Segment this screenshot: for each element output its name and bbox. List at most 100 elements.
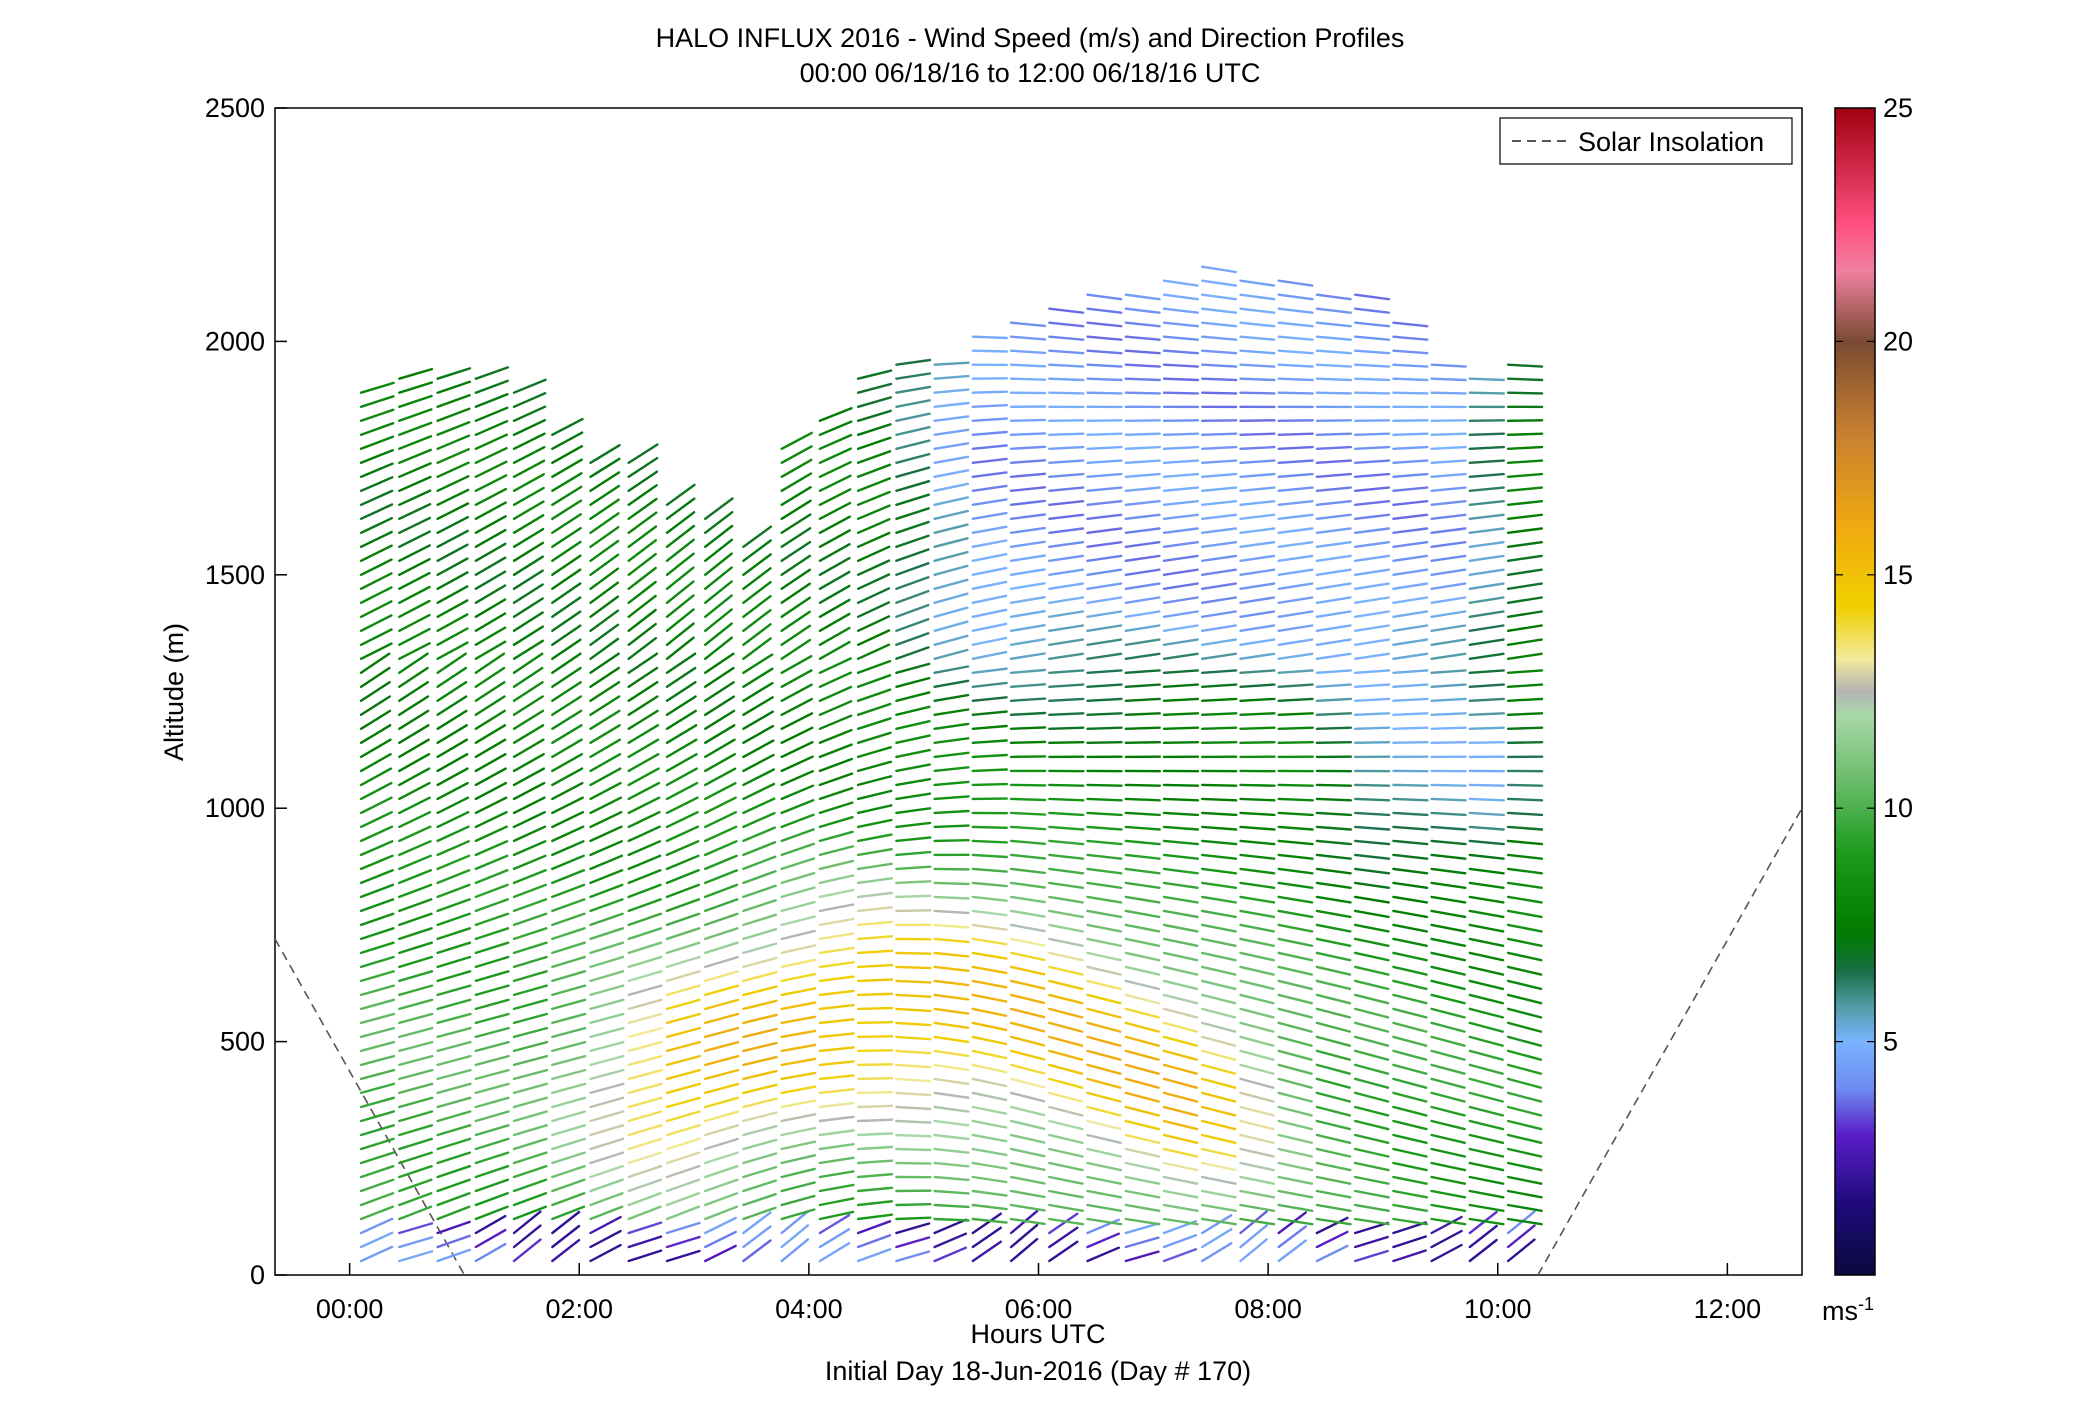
wind-vector xyxy=(436,955,472,969)
wind-vector xyxy=(436,681,468,702)
wind-vector xyxy=(1239,1238,1268,1263)
wind-vector xyxy=(512,432,546,450)
wind-vector xyxy=(895,662,931,674)
wind-vector xyxy=(1277,1211,1308,1235)
wind-vector xyxy=(359,767,393,787)
wind-vector xyxy=(1048,500,1085,506)
wind-vector xyxy=(436,1234,471,1249)
wind-vector xyxy=(627,566,657,590)
wind-vector xyxy=(1392,881,1429,889)
wind-vector xyxy=(1200,669,1238,674)
wind-vector xyxy=(1506,391,1544,395)
wind-vector xyxy=(359,586,393,604)
wind-vector xyxy=(1392,712,1429,716)
wind-vector xyxy=(436,811,470,829)
wind-vector xyxy=(512,514,545,534)
wind-vector xyxy=(1086,293,1123,301)
wind-vector xyxy=(1239,979,1275,991)
wind-vector xyxy=(1162,683,1200,688)
wind-vector xyxy=(1315,307,1352,314)
wind-vector xyxy=(551,869,586,885)
wind-vector xyxy=(704,912,739,927)
wind-vector xyxy=(627,709,659,730)
wind-vector xyxy=(1086,486,1123,492)
wind-vector xyxy=(512,898,548,913)
wind-vector xyxy=(780,1238,810,1263)
wind-vector xyxy=(1506,1133,1543,1145)
wind-vector xyxy=(512,1110,548,1123)
wind-vector xyxy=(1124,500,1161,506)
wind-vector xyxy=(627,1235,663,1249)
wind-vector xyxy=(1468,825,1505,831)
wind-vector xyxy=(512,912,548,927)
wind-vector xyxy=(1086,321,1123,328)
wind-vector xyxy=(1315,1049,1352,1061)
wind-vector xyxy=(1392,652,1429,660)
wind-vector xyxy=(1200,1021,1237,1033)
wind-vector xyxy=(933,1035,970,1044)
wind-vector xyxy=(1048,582,1085,590)
wind-vector xyxy=(818,1214,851,1235)
wind-vector xyxy=(398,1082,434,1095)
wind-vector xyxy=(1353,909,1390,919)
wind-vector xyxy=(1392,582,1429,590)
wind-vector xyxy=(704,666,735,688)
wind-vector xyxy=(1430,1175,1467,1185)
wind-vector xyxy=(1200,293,1238,301)
wind-vector xyxy=(1506,472,1544,478)
wind-vector xyxy=(1315,937,1352,947)
wind-vector xyxy=(1009,1175,1046,1185)
wind-vector xyxy=(1239,459,1276,464)
wind-vector xyxy=(474,652,506,674)
wind-vector xyxy=(1315,993,1352,1005)
wind-vector xyxy=(665,970,701,983)
wind-vector xyxy=(436,380,471,394)
wind-vector xyxy=(933,909,970,915)
wind-vector xyxy=(551,638,582,660)
wind-vector xyxy=(1353,1235,1389,1249)
wind-vector xyxy=(1392,513,1429,520)
wind-vector xyxy=(1086,1035,1122,1047)
wind-vector xyxy=(818,488,852,506)
wind-vector xyxy=(1277,783,1314,787)
wind-vector xyxy=(1392,937,1428,947)
wind-vector xyxy=(1468,937,1505,947)
wind-vector xyxy=(398,1012,434,1025)
wind-vector xyxy=(780,458,813,478)
wind-vector xyxy=(1239,783,1276,787)
wind-vector xyxy=(665,538,695,562)
wind-vector xyxy=(1353,377,1391,382)
wind-vector xyxy=(856,949,894,955)
y-tick-label: 2000 xyxy=(205,326,265,356)
wind-vector xyxy=(436,1068,472,1081)
wind-vector xyxy=(1506,419,1544,422)
wind-vector xyxy=(1048,307,1085,314)
wind-vector xyxy=(818,447,852,464)
wind-vector xyxy=(895,993,932,998)
wind-vector xyxy=(665,1054,701,1067)
wind-vector xyxy=(1315,853,1352,860)
wind-vector xyxy=(933,620,969,632)
wind-vector xyxy=(398,394,433,408)
wind-vector xyxy=(933,388,970,394)
wind-vector xyxy=(933,496,969,506)
wind-vector xyxy=(551,1026,587,1039)
wind-vector xyxy=(1124,1077,1160,1089)
wind-vector xyxy=(704,538,734,562)
y-tick-label: 1000 xyxy=(205,793,265,823)
wind-vector xyxy=(1468,1021,1504,1033)
wind-vector xyxy=(742,581,772,604)
wind-vector xyxy=(665,811,699,829)
colorbar-tick-label: 25 xyxy=(1883,93,1913,123)
wind-vector xyxy=(512,970,548,983)
wind-vector xyxy=(1048,335,1085,341)
wind-vector xyxy=(474,781,508,801)
wind-vector xyxy=(1392,363,1429,368)
wind-vector xyxy=(589,898,624,913)
wind-vector xyxy=(1353,1035,1390,1047)
wind-vector xyxy=(971,1212,1002,1235)
wind-vector xyxy=(1048,1035,1084,1047)
wind-vector xyxy=(742,1225,772,1249)
wind-vector xyxy=(1468,1203,1505,1213)
